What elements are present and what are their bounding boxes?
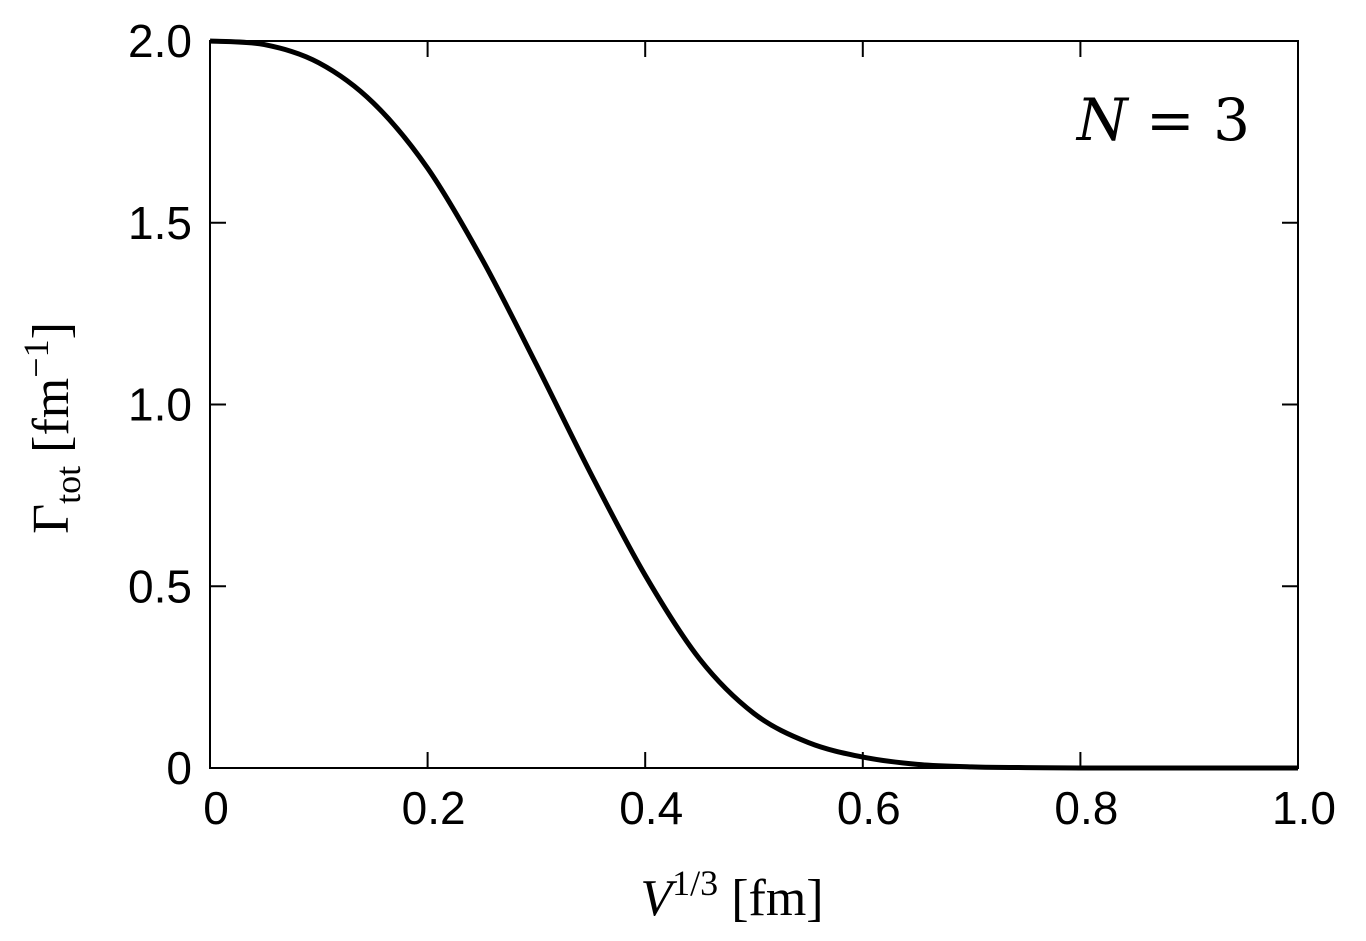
y-axis-title: Γtot [fm−1] — [16, 322, 88, 534]
y-tick-label: 0.5 — [128, 560, 192, 612]
y-axis-title-unit-prefix: [fm — [23, 378, 80, 466]
y-axis-title-unit-suffix: ] — [23, 322, 80, 339]
y-tick-label: 1.0 — [128, 379, 192, 431]
annotation-rest: = 3 — [1128, 86, 1250, 154]
y-axis-title-var: Γ — [23, 504, 80, 534]
x-axis-title: V1/3 [fm] — [640, 863, 823, 927]
x-axis-title-var: V — [640, 870, 677, 927]
plot-frame — [209, 40, 1299, 769]
x-axis-title-unit: [fm] — [718, 870, 823, 927]
y-tick-label: 0 — [166, 742, 192, 794]
x-tick-label: 0.4 — [619, 782, 683, 834]
x-tick-label: 0.2 — [402, 782, 466, 834]
x-tick-label: 1.0 — [1272, 782, 1336, 834]
y-axis-title-sub: tot — [48, 466, 88, 504]
x-axis-title-sup: 1/3 — [672, 863, 718, 903]
x-tick-label: 0 — [203, 782, 229, 834]
x-tick-label: 0.8 — [1054, 782, 1118, 834]
x-tick-label: 0.6 — [837, 782, 901, 834]
tick-labels-layer: 0 0.2 0.4 0.6 0.8 1.0 0 0.5 1.0 1.5 2.0 — [128, 15, 1336, 834]
y-tick-label: 2.0 — [128, 15, 192, 67]
annotation-var: N — [1075, 86, 1130, 154]
y-axis-title-unit-sup: −1 — [16, 339, 56, 377]
annotation-n-equals: N = 3 — [1075, 86, 1250, 154]
y-tick-label: 1.5 — [128, 197, 192, 249]
